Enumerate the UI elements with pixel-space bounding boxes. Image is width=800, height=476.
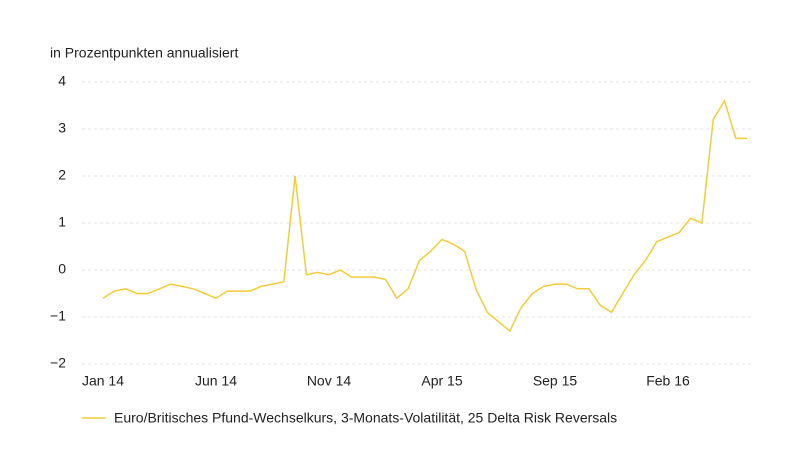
legend-label: Euro/Britisches Pfund-Wechselkurs, 3-Mon…: [114, 410, 617, 426]
chart-subtitle: in Prozentpunkten annualisiert: [50, 45, 238, 61]
y-tick-label: 0: [58, 261, 66, 277]
y-tick-label: 2: [58, 167, 66, 183]
x-tick-label: Jun 14: [195, 373, 237, 389]
x-tick-label: Sep 15: [533, 373, 578, 389]
y-tick-label: −1: [50, 308, 66, 324]
x-tick-label: Jan 14: [82, 373, 124, 389]
y-tick-label: 4: [58, 73, 66, 89]
x-tick-label: Nov 14: [307, 373, 352, 389]
y-tick-label: −2: [50, 355, 66, 371]
y-tick-label: 1: [58, 214, 66, 230]
x-tick-label: Apr 15: [421, 373, 462, 389]
data-line: [102, 98, 748, 333]
y-tick-label: 3: [58, 120, 66, 136]
x-tick-label: Feb 16: [646, 373, 690, 389]
